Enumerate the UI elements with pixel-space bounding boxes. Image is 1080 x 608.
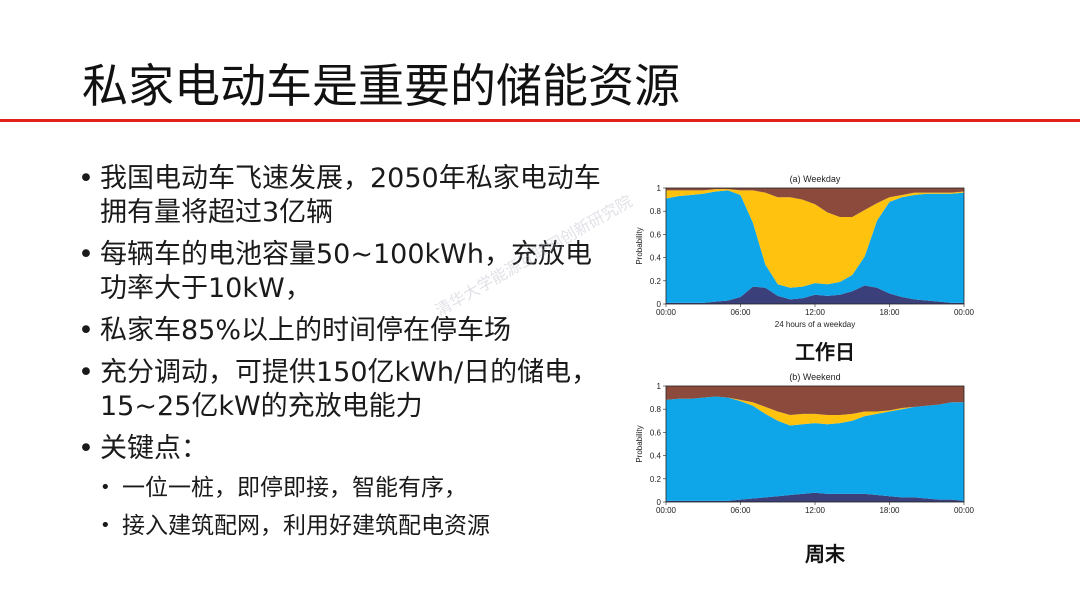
y-tick-label: 0.4 xyxy=(650,452,662,461)
weekday-chart: (a) Weekday 0 0.2 0.4 0.6 0.8 1 00:00 06:00 12:00… xyxy=(630,170,990,330)
y-tick-label: 1 xyxy=(657,184,662,193)
bullet-item: 充分调动，可提供150亿kWh/日的储电，15~25亿kW的充放电能力 xyxy=(78,356,618,424)
y-tick-label: 0.2 xyxy=(650,277,662,286)
area-series-1 xyxy=(666,190,964,303)
y-tick-label: 0.8 xyxy=(650,405,662,414)
bullet-item: 关键点： 一位一桩，即停即接，智能有序， 接入建筑配网，利用好建筑配电资源 xyxy=(78,432,618,542)
x-tick-label: 12:00 xyxy=(805,506,826,515)
area-series-2 xyxy=(666,396,964,426)
weekend-caption: 周末 xyxy=(805,542,845,566)
x-tick-label: 12:00 xyxy=(805,308,826,317)
x-axis-label: 24 hours of a weekday xyxy=(775,320,856,329)
y-tick-label: 0.6 xyxy=(650,230,662,239)
weekend-chart: (b) Weekend 0 0.2 0.4 0.6 0.8 1 00:00 06:00 12:00… xyxy=(630,368,990,528)
area-series-3 xyxy=(666,188,964,217)
weekend-chart-svg: (b) Weekend 0 0.2 0.4 0.6 0.8 1 00:00 06:00 12:00… xyxy=(635,372,975,515)
title-divider xyxy=(0,119,1080,122)
bullet-item: 每辆车的电池容量50~100kWh，充放电功率大于10kW， xyxy=(78,238,618,306)
x-tick-label: 00:00 xyxy=(656,308,677,317)
area-series-2 xyxy=(666,189,964,288)
weekday-chart-svg: (a) Weekday 0 0.2 0.4 0.6 0.8 1 00:00 06:00 12:00… xyxy=(635,174,975,329)
chart-title: (b) Weekend xyxy=(789,372,840,382)
y-tick-label: 0.2 xyxy=(650,475,662,484)
y-tick-label: 0.8 xyxy=(650,207,662,216)
x-tick-label: 18:00 xyxy=(879,506,900,515)
y-tick-label: 0 xyxy=(657,300,662,309)
weekday-caption: 工作日 xyxy=(795,340,855,364)
x-tick-label: 06:00 xyxy=(730,506,751,515)
area-series-1 xyxy=(666,396,964,501)
y-tick-label: 0.4 xyxy=(650,254,662,263)
bullet-item: 我国电动车飞速发展，2050年私家电动车拥有量将超过3亿辆 xyxy=(78,162,618,230)
y-axis-label: Probability xyxy=(635,425,644,462)
bullet-list: 我国电动车飞速发展，2050年私家电动车拥有量将超过3亿辆 每辆车的电池容量50… xyxy=(78,162,618,550)
sub-bullet-item: 一位一桩，即停即接，智能有序， xyxy=(100,472,618,504)
x-tick-label: 06:00 xyxy=(730,308,751,317)
x-tick-label: 18:00 xyxy=(879,308,900,317)
y-axis-label: Probability xyxy=(635,227,644,264)
y-tick-label: 1 xyxy=(657,382,662,391)
y-tick-label: 0 xyxy=(657,498,662,507)
chart-title: (a) Weekday xyxy=(790,174,841,184)
x-tick-label: 00:00 xyxy=(656,506,677,515)
sub-bullet-list: 一位一桩，即停即接，智能有序， 接入建筑配网，利用好建筑配电资源 xyxy=(100,472,618,542)
y-tick-label: 0.6 xyxy=(650,428,662,437)
sub-bullet-item: 接入建筑配网，利用好建筑配电资源 xyxy=(100,510,618,542)
x-tick-label: 00:00 xyxy=(954,308,975,317)
x-tick-label: 00:00 xyxy=(954,506,975,515)
page-title: 私家电动车是重要的储能资源 xyxy=(82,59,680,113)
bullet-item: 私家车85%以上的时间停在停车场 xyxy=(78,314,618,348)
key-points-label: 关键点： xyxy=(100,433,208,464)
area-series-3 xyxy=(666,386,964,415)
